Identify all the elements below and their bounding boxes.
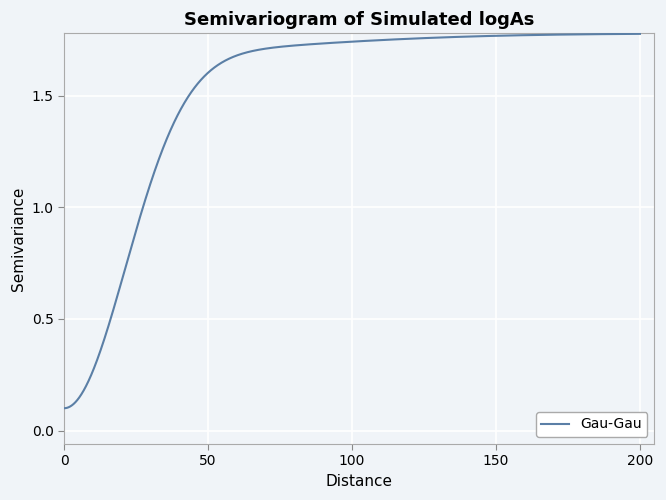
Title: Semivariogram of Simulated logAs: Semivariogram of Simulated logAs (184, 11, 534, 29)
Y-axis label: Semivariance: Semivariance (11, 186, 26, 291)
Gau-Gau (306, 42, 314, 48)
Line: Gau-Gau: Gau-Gau (64, 34, 640, 408)
Gau-Gau (625, 31, 633, 37)
Gau-Gau (60, 405, 68, 411)
Gau-Gau (160, 143, 168, 149)
Gau-Gau (281, 44, 289, 50)
X-axis label: Distance: Distance (326, 474, 393, 489)
Legend: Gau-Gau: Gau-Gau (535, 412, 647, 437)
Gau-Gau (636, 31, 644, 37)
Gau-Gau (126, 250, 134, 256)
Gau-Gau (563, 32, 571, 38)
